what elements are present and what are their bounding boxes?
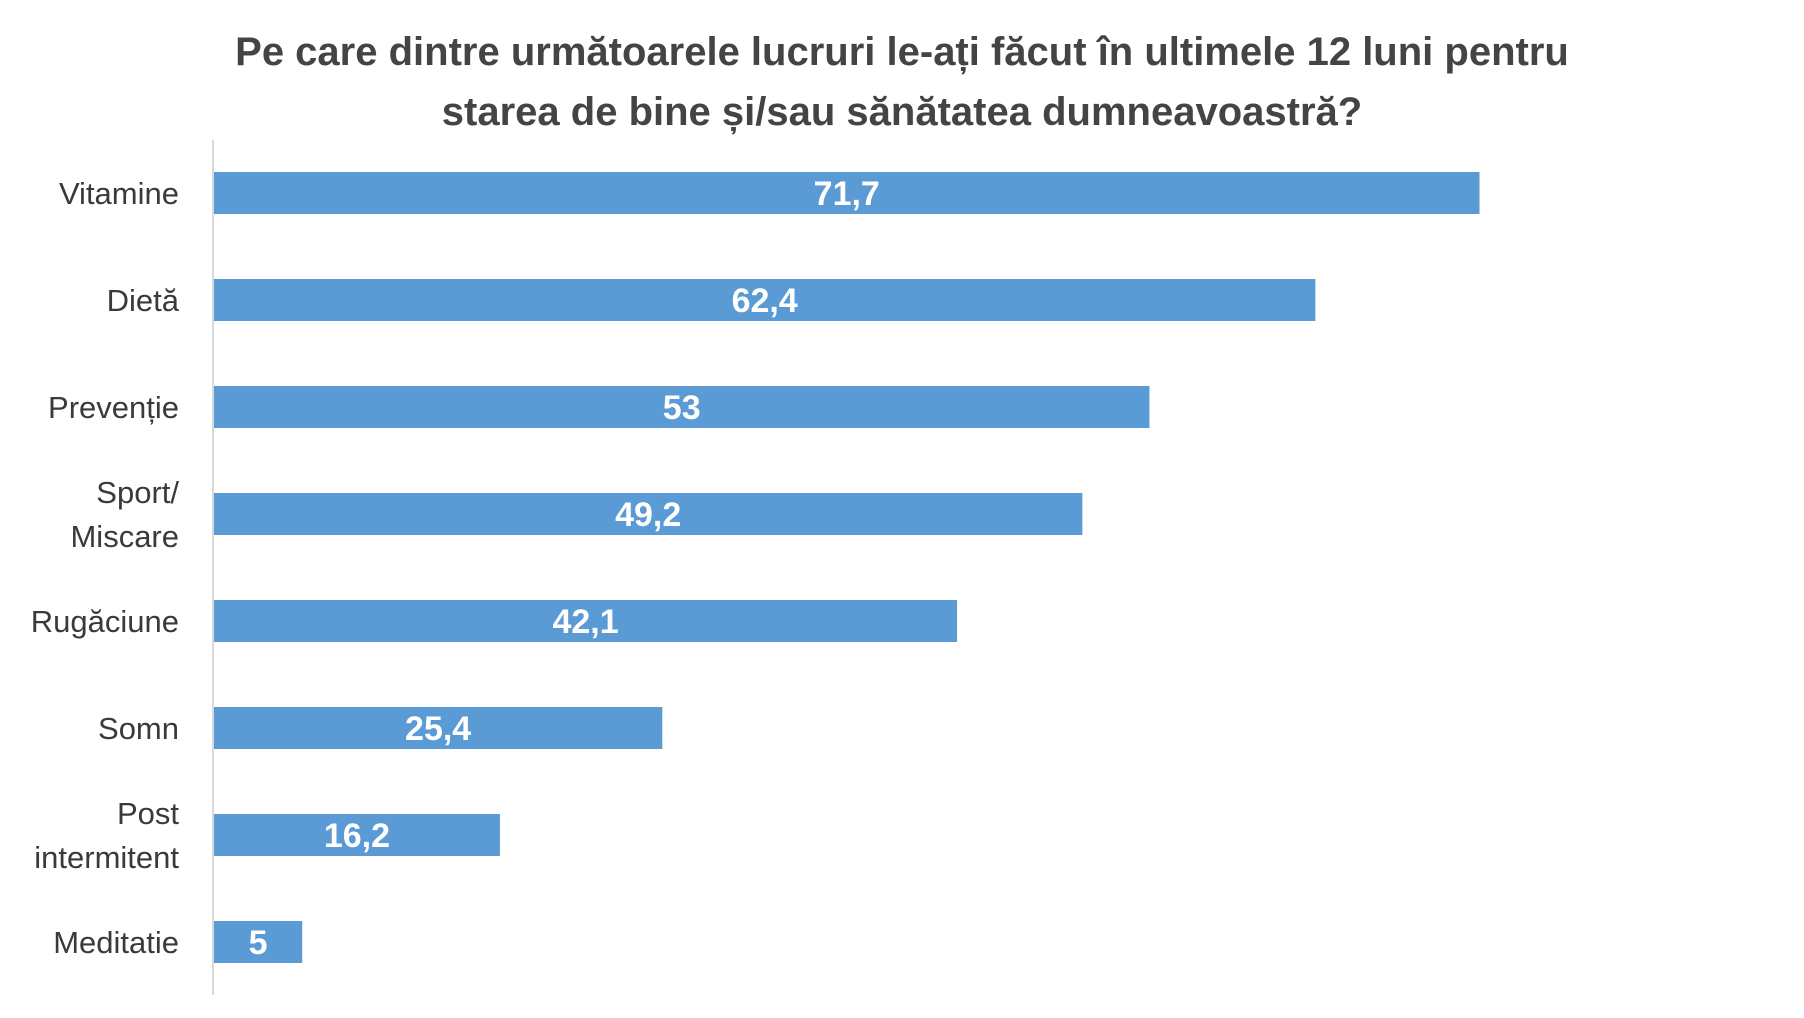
category-label: intermitent [34,840,179,875]
bar [214,814,500,856]
bar [214,600,958,642]
category-label: Prevenție [48,390,179,425]
data-label: 53 [663,389,701,427]
chart-title-line-1: Pe care dintre următoarele lucruri le-aț… [235,30,1569,74]
bar [214,493,1083,535]
category-label: Sport/ [96,475,179,510]
data-label: 71,7 [814,175,880,213]
bar [214,386,1150,428]
chart-title-line-2: starea de bine și/sau sănătatea dumneavo… [441,90,1363,134]
data-label: 62,4 [732,282,798,320]
data-label: 25,4 [405,710,471,748]
category-label: Dietă [107,283,180,318]
data-label: 42,1 [552,603,618,641]
category-label: Rugăciune [31,604,179,639]
category-label: Miscare [70,519,179,554]
data-label: 16,2 [324,817,390,855]
category-label: Post [117,796,179,831]
chart-title: Pe care dintre următoarele lucruri le-aț… [0,22,1804,142]
bar [214,921,303,963]
bar [214,172,1480,214]
category-label: Somn [98,711,179,746]
data-label: 49,2 [615,496,681,534]
category-label: Meditatie [53,925,179,960]
bar [214,707,663,749]
category-label: Vitamine [59,176,179,211]
data-label: 5 [249,924,268,962]
bar [214,279,1316,321]
